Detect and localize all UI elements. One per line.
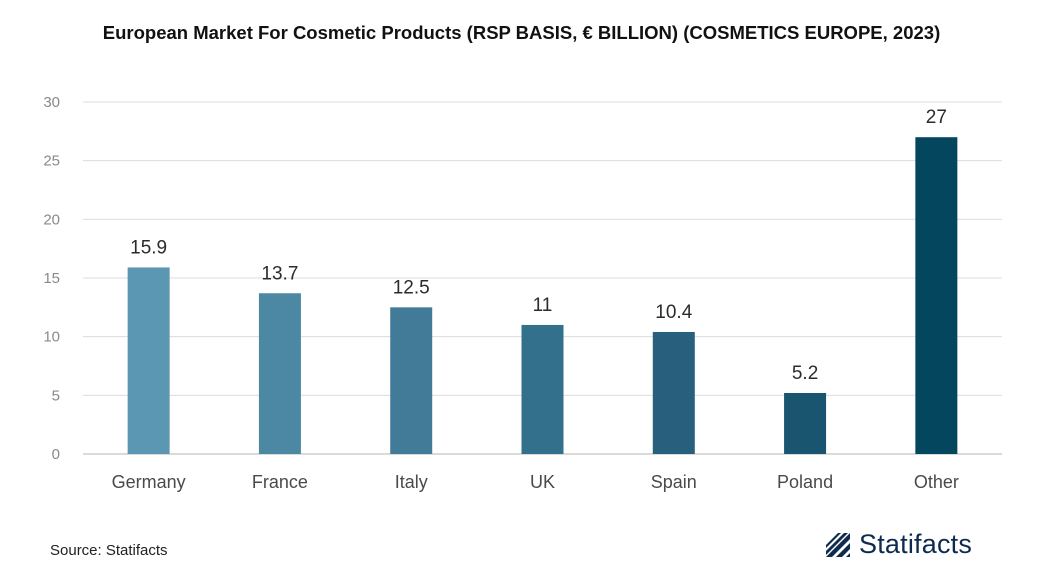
y-tick-label: 20 <box>43 211 60 228</box>
bar-spain <box>652 331 695 454</box>
data-label: 10.4 <box>655 302 692 323</box>
x-tick-label: UK <box>530 472 555 492</box>
y-tick-label: 15 <box>43 270 60 287</box>
bar-france <box>258 293 301 454</box>
data-label: 12.5 <box>393 277 430 298</box>
data-label: 13.7 <box>261 263 298 284</box>
x-tick-label: France <box>252 472 308 492</box>
data-label: 5.2 <box>792 363 818 384</box>
brand-name: Statifacts <box>859 529 973 559</box>
bar-other <box>915 137 958 454</box>
y-tick-label: 30 <box>43 94 60 111</box>
y-tick-label: 10 <box>43 329 60 346</box>
y-tick-label: 5 <box>52 387 60 404</box>
data-label: 15.9 <box>130 237 167 258</box>
bar-germany <box>127 267 170 454</box>
y-tick-label: 0 <box>52 446 60 463</box>
x-tick-label: Spain <box>651 472 697 492</box>
data-label: 27 <box>926 107 947 128</box>
y-tick-label: 25 <box>43 153 60 170</box>
x-tick-label: Other <box>914 472 959 492</box>
bar-poland <box>784 392 827 454</box>
statifacts-logo-icon <box>826 532 850 557</box>
statifacts-logo: Statifacts <box>824 529 972 560</box>
x-tick-label: Italy <box>395 472 428 492</box>
x-tick-label: Germany <box>112 472 186 492</box>
bar-italy <box>390 307 433 454</box>
x-tick-label: Poland <box>777 472 833 492</box>
chart-title: European Market For Cosmetic Products (R… <box>102 22 941 43</box>
data-label: 11 <box>533 295 553 316</box>
source-note: Source: Statifacts <box>50 542 168 559</box>
bar-uk <box>521 324 564 454</box>
